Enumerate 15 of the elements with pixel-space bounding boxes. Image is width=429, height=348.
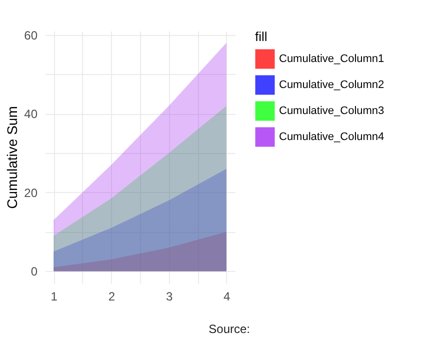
x-tick-label: 1 xyxy=(50,290,58,304)
y-tick-label: 40 xyxy=(24,107,38,122)
legend-label: Cumulative_Column2 xyxy=(279,79,384,91)
legend-label: Cumulative_Column1 xyxy=(279,53,384,65)
legend-label: Cumulative_Column4 xyxy=(279,131,384,143)
legend-title: fill xyxy=(255,29,268,44)
y-axis-title: Cumulative Sum xyxy=(4,106,20,209)
source-note: Source: xyxy=(208,322,250,336)
y-tick-label: 0 xyxy=(30,264,38,279)
legend-label: Cumulative_Column3 xyxy=(279,105,384,117)
x-tick-label: 4 xyxy=(224,290,231,304)
x-tick-label: 2 xyxy=(108,290,116,304)
x-tick-label: 3 xyxy=(166,290,173,304)
y-tick-label: 60 xyxy=(24,28,38,42)
y-tick-label: 20 xyxy=(24,186,38,200)
